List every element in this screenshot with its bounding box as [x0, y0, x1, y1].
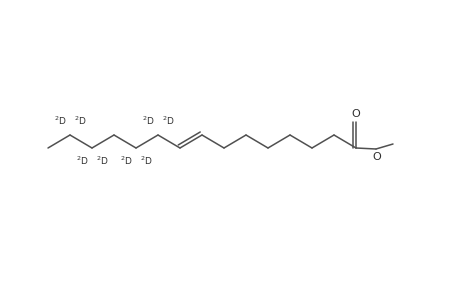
- Text: $^{2}$D: $^{2}$D: [54, 115, 66, 127]
- Text: $^{2}$D: $^{2}$D: [73, 115, 86, 127]
- Text: $^{2}$D: $^{2}$D: [141, 115, 154, 127]
- Text: $^{2}$D: $^{2}$D: [119, 155, 132, 167]
- Text: O: O: [372, 152, 381, 162]
- Text: $^{2}$D: $^{2}$D: [140, 155, 152, 167]
- Text: $^{2}$D: $^{2}$D: [161, 115, 174, 127]
- Text: O: O: [351, 109, 359, 119]
- Text: $^{2}$D: $^{2}$D: [75, 155, 88, 167]
- Text: $^{2}$D: $^{2}$D: [95, 155, 108, 167]
